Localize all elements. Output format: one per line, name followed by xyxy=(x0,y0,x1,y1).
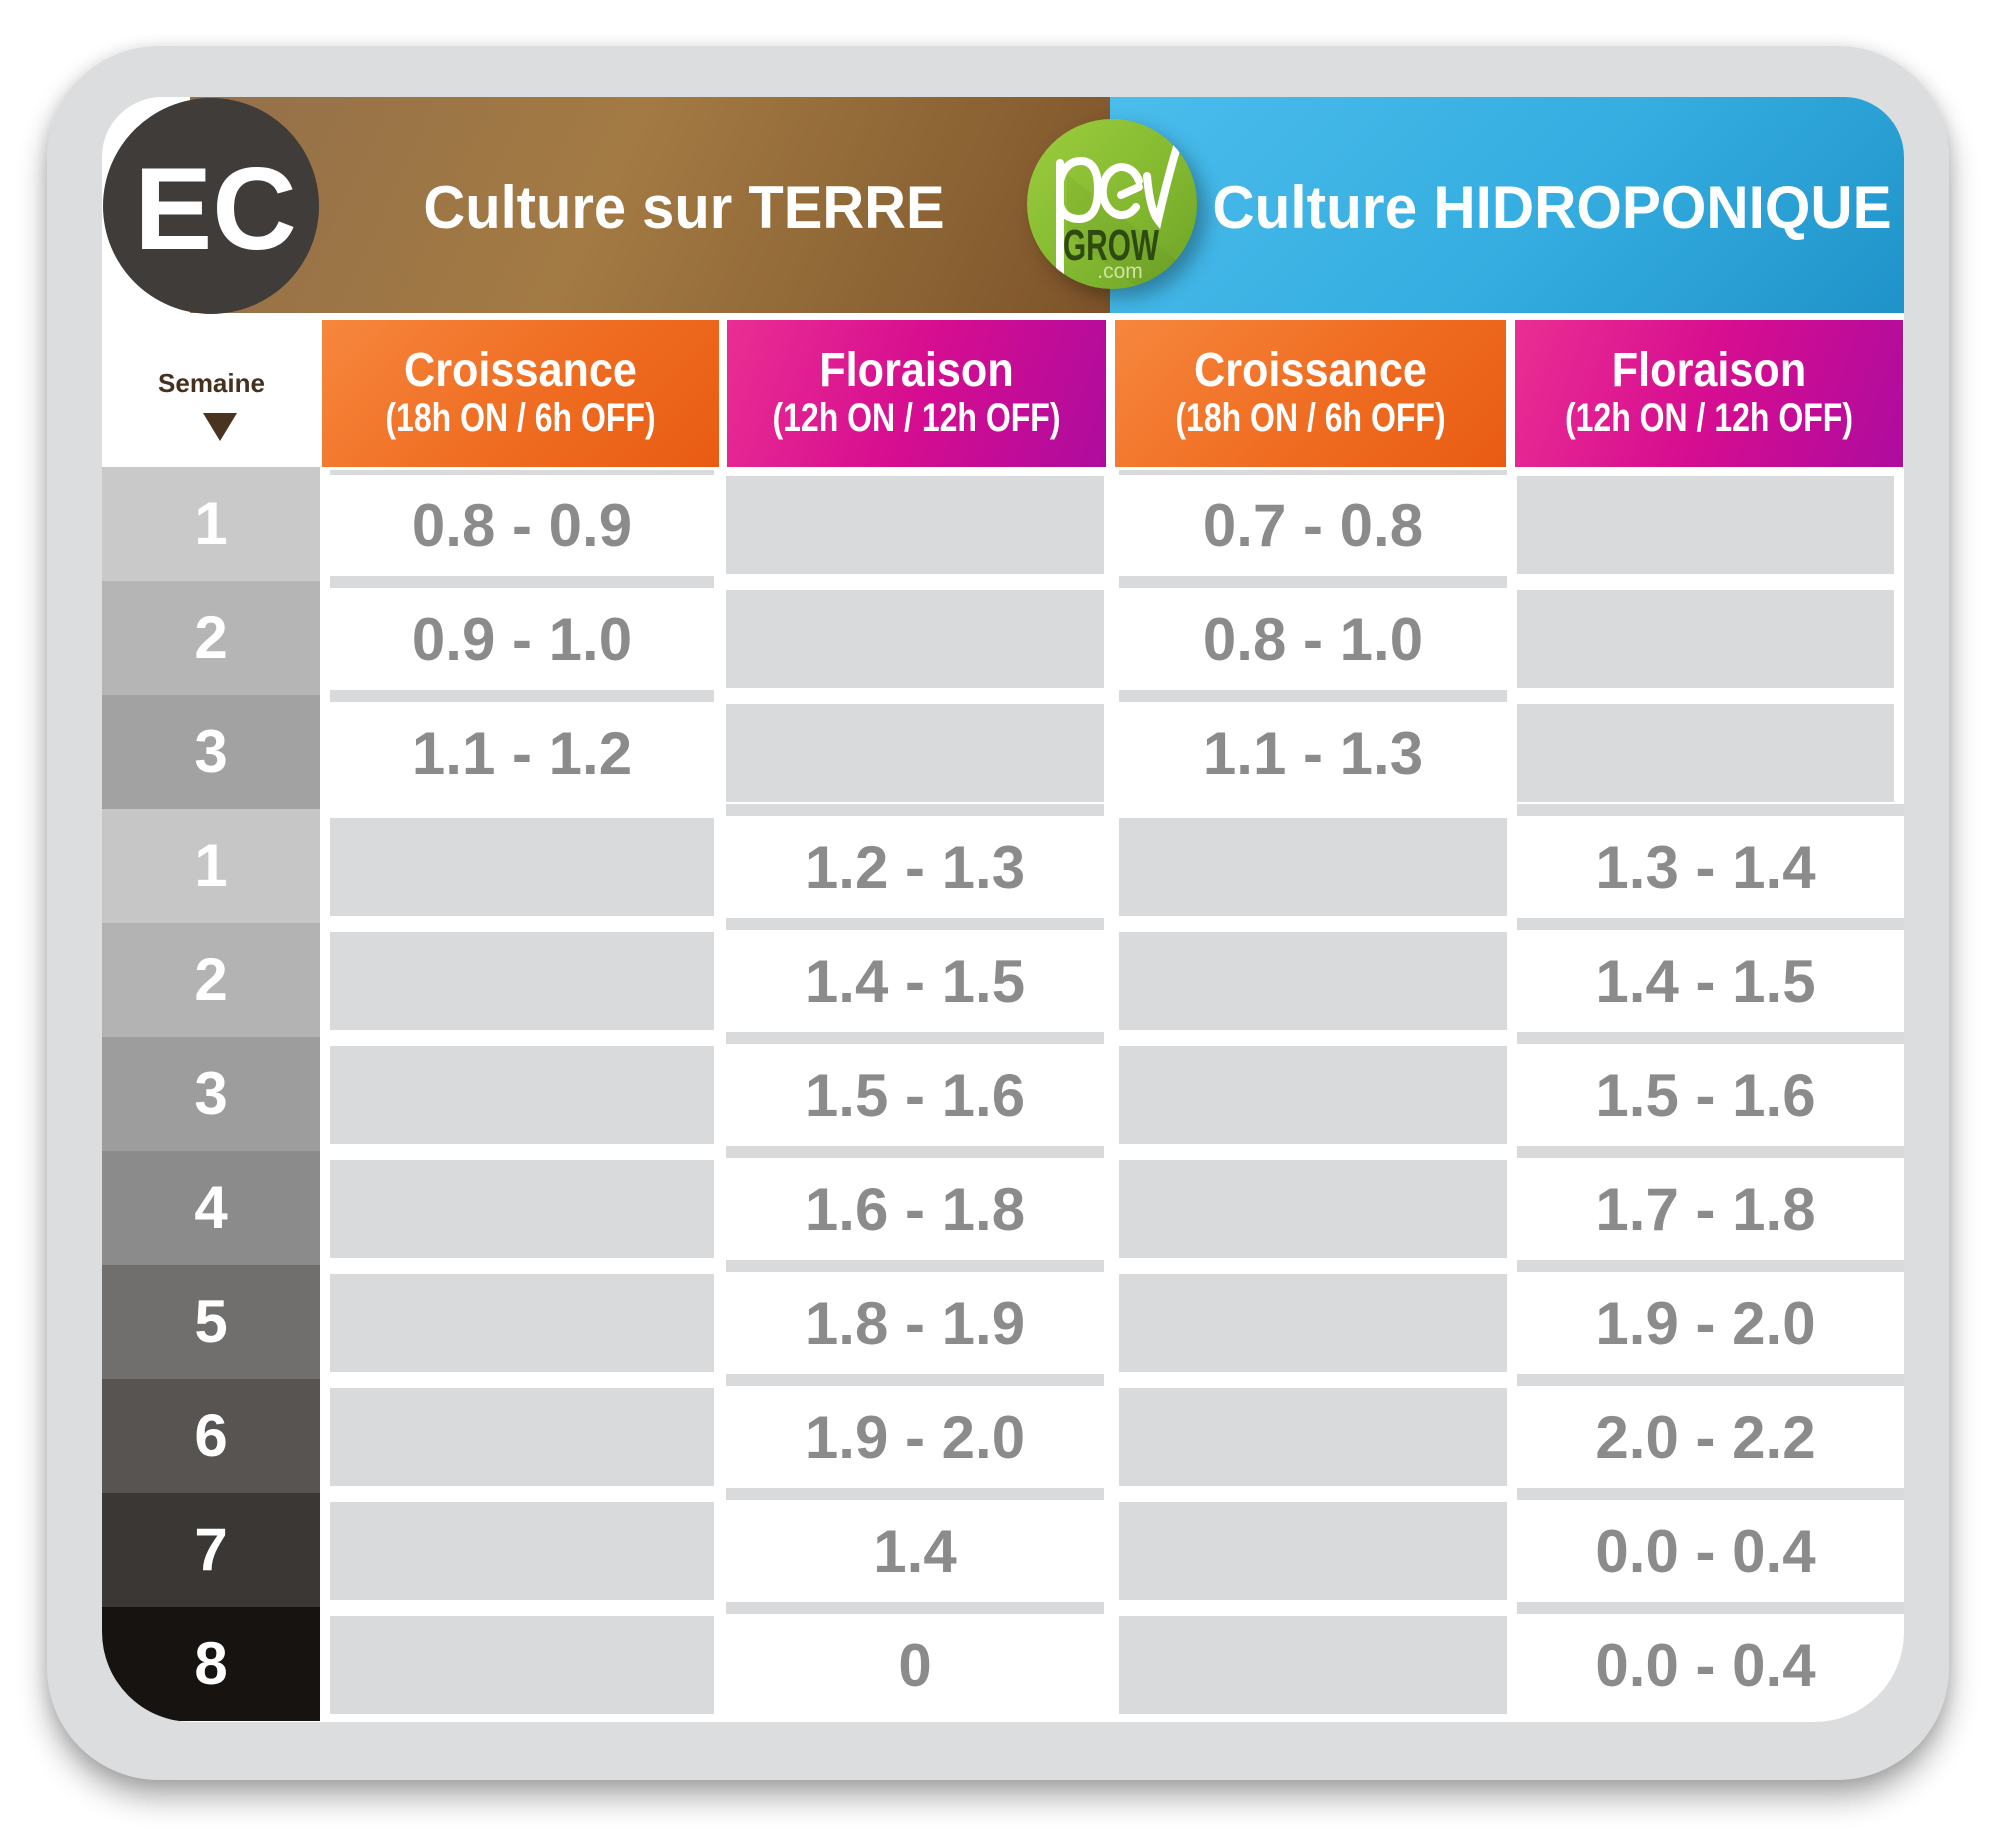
svg-text:GROW: GROW xyxy=(1063,221,1159,270)
svg-text:.com: .com xyxy=(1097,260,1143,283)
